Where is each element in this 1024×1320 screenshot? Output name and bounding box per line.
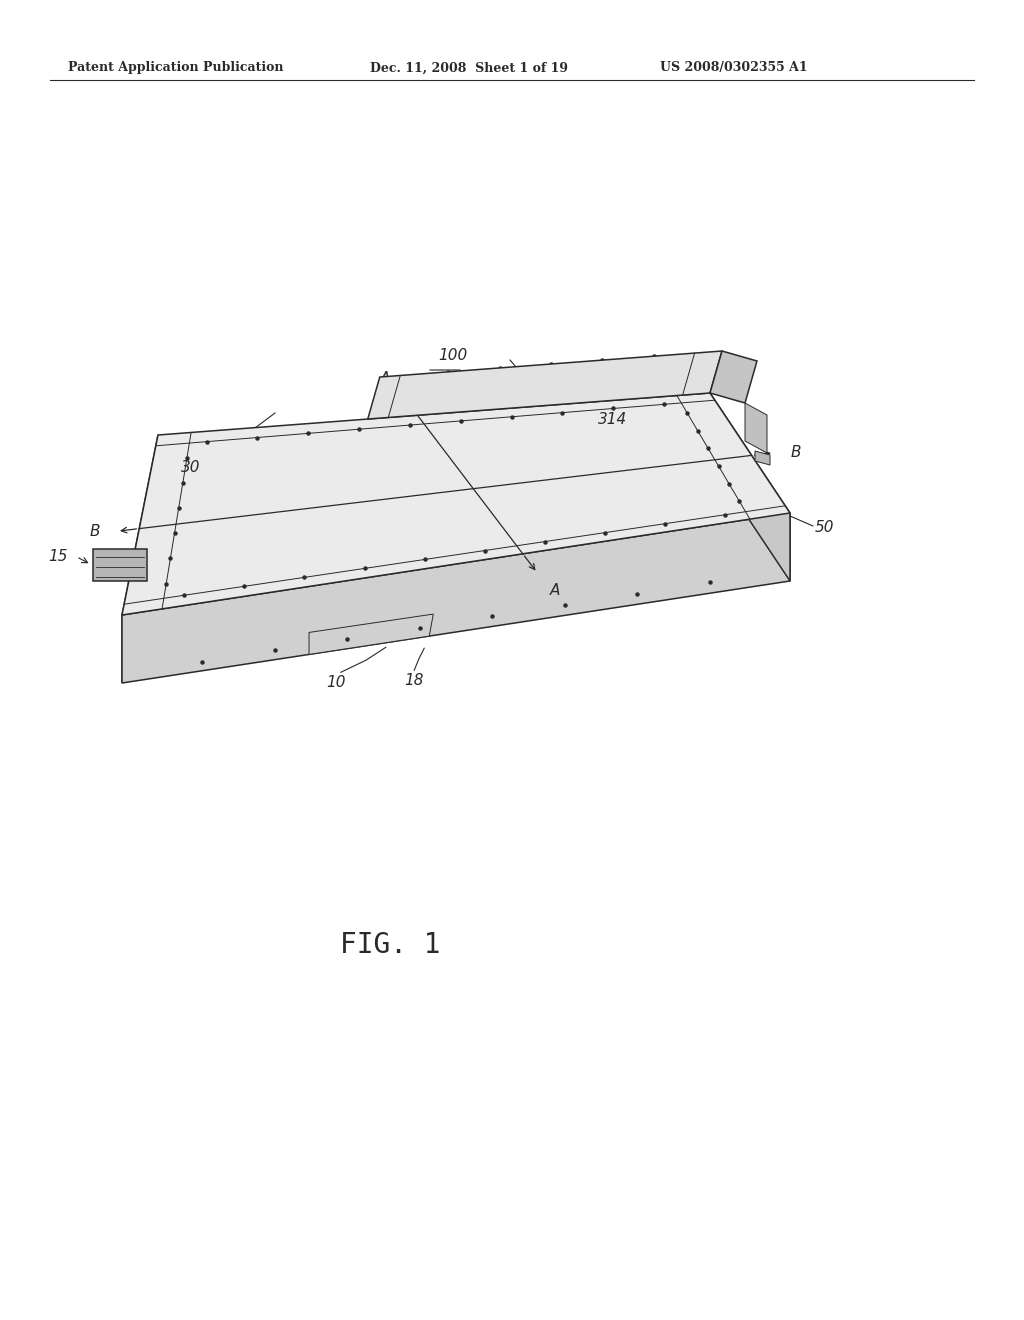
Polygon shape bbox=[368, 351, 722, 418]
Text: 10: 10 bbox=[326, 675, 345, 690]
Text: 15: 15 bbox=[48, 549, 68, 564]
Polygon shape bbox=[710, 351, 757, 403]
Text: 50: 50 bbox=[815, 520, 835, 536]
Text: Patent Application Publication: Patent Application Publication bbox=[68, 62, 284, 74]
Polygon shape bbox=[309, 614, 433, 655]
Polygon shape bbox=[745, 403, 767, 453]
Text: FIG. 1: FIG. 1 bbox=[340, 931, 440, 960]
Polygon shape bbox=[122, 393, 790, 615]
Text: US 2008/0302355 A1: US 2008/0302355 A1 bbox=[660, 62, 808, 74]
Polygon shape bbox=[755, 451, 770, 465]
Text: B: B bbox=[90, 524, 100, 539]
Polygon shape bbox=[122, 513, 790, 682]
Text: A: A bbox=[380, 371, 390, 385]
Text: 314: 314 bbox=[598, 412, 628, 428]
Polygon shape bbox=[93, 549, 147, 581]
Text: 18: 18 bbox=[404, 673, 424, 688]
Text: Dec. 11, 2008  Sheet 1 of 19: Dec. 11, 2008 Sheet 1 of 19 bbox=[370, 62, 568, 74]
Polygon shape bbox=[122, 436, 158, 682]
Text: A: A bbox=[550, 583, 560, 598]
Polygon shape bbox=[710, 393, 790, 581]
Text: 100: 100 bbox=[438, 347, 467, 363]
Text: B: B bbox=[791, 445, 801, 461]
Text: 30: 30 bbox=[180, 461, 200, 475]
